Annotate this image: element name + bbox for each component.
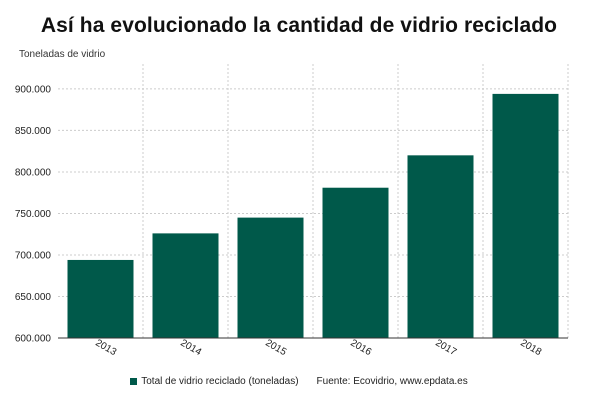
bar bbox=[492, 93, 559, 339]
y-tick-label: 650.000 bbox=[15, 292, 52, 303]
x-tick-label: 2015 bbox=[263, 338, 288, 359]
bar bbox=[322, 187, 389, 338]
legend-swatch bbox=[130, 378, 138, 385]
x-tick-label: 2017 bbox=[433, 338, 458, 359]
y-tick-label: 800.000 bbox=[15, 167, 52, 178]
bar bbox=[407, 155, 474, 338]
bar bbox=[67, 259, 134, 338]
y-tick-label: 700.000 bbox=[15, 250, 52, 261]
legend: Total de vidrio reciclado (toneladas) Fu… bbox=[0, 376, 598, 387]
y-tick-label: 600.000 bbox=[15, 334, 52, 345]
x-tick-label: 2014 bbox=[178, 338, 203, 359]
bar bbox=[152, 233, 219, 338]
x-tick-label: 2013 bbox=[93, 338, 118, 359]
bars bbox=[67, 93, 559, 339]
y-tick-label: 850.000 bbox=[15, 126, 52, 137]
y-tick-label: 750.000 bbox=[15, 209, 52, 220]
y-axis-title: Toneladas de vidrio bbox=[19, 49, 106, 60]
gridlines bbox=[58, 64, 569, 338]
y-tick-label: 900.000 bbox=[15, 84, 52, 95]
x-tick-label: 2016 bbox=[348, 338, 373, 359]
bar bbox=[237, 217, 304, 338]
chart-title: Así ha evolucionado la cantidad de vidri… bbox=[40, 14, 558, 37]
source-text: Fuente: Ecovidrio, www.epdata.es bbox=[316, 376, 468, 387]
legend-label: Total de vidrio reciclado (toneladas) bbox=[141, 376, 299, 387]
x-tick-label: 2018 bbox=[518, 338, 543, 359]
